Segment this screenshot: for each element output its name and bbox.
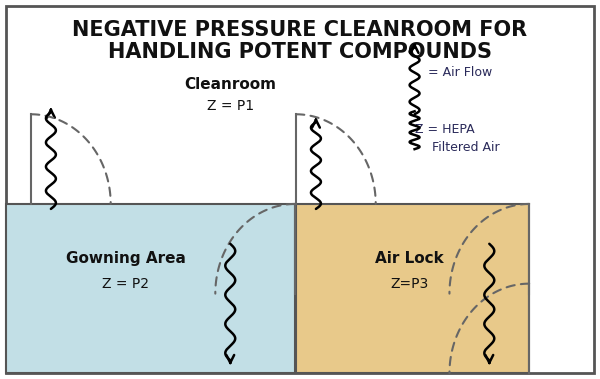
- Text: NEGATIVE PRESSURE CLEANROOM FOR: NEGATIVE PRESSURE CLEANROOM FOR: [73, 20, 527, 39]
- Text: Gowning Area: Gowning Area: [66, 251, 185, 266]
- Text: Z=P3: Z=P3: [391, 277, 429, 291]
- Text: = Air Flow: = Air Flow: [428, 66, 492, 79]
- Text: Air Lock: Air Lock: [375, 251, 444, 266]
- Text: Cleanroom: Cleanroom: [184, 77, 276, 92]
- Text: Z = P1: Z = P1: [206, 99, 254, 113]
- Bar: [296, 204, 529, 373]
- Text: HANDLING POTENT COMPOUNDS: HANDLING POTENT COMPOUNDS: [108, 42, 492, 61]
- Text: Filtered Air: Filtered Air: [431, 141, 499, 153]
- Bar: [6, 204, 295, 373]
- Text: Z = P2: Z = P2: [102, 277, 149, 291]
- Text: Z = HEPA: Z = HEPA: [415, 123, 474, 136]
